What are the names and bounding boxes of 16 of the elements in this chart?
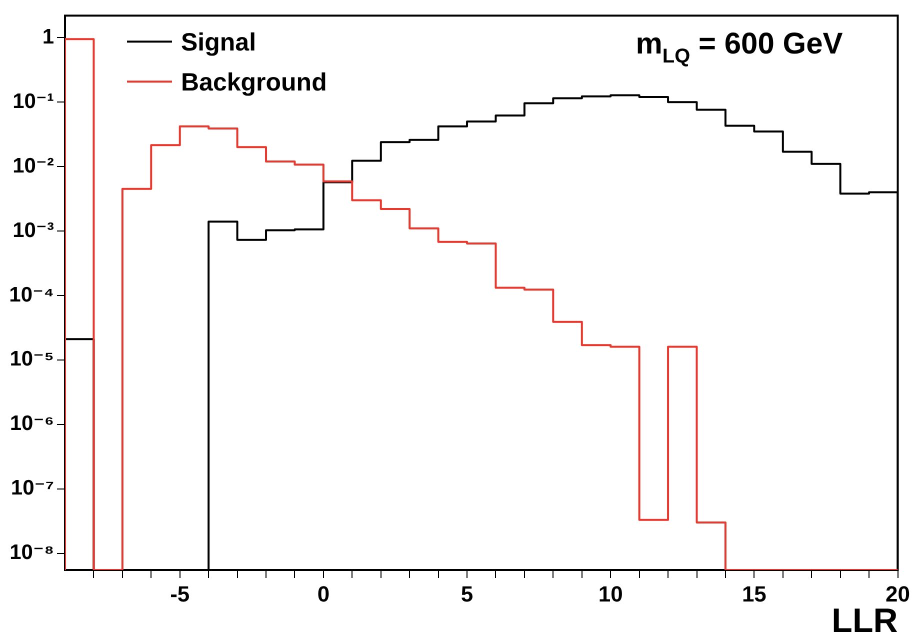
legend-label: Signal <box>181 28 256 57</box>
y-tick-label: 10⁻⁴ <box>9 283 54 306</box>
y-tick-label: 10⁻² <box>12 154 54 178</box>
y-tick-label: 10⁻⁶ <box>10 412 54 436</box>
y-tick-label: 10⁻⁷ <box>10 476 54 500</box>
x-tick-label: 0 <box>317 581 330 606</box>
y-tick-label: 10⁻³ <box>12 218 54 242</box>
y-tick-label: 1 <box>42 25 54 48</box>
y-tick-label: 10⁻¹ <box>12 90 54 113</box>
x-tick-label: -5 <box>170 581 190 606</box>
legend-label: Background <box>181 68 327 97</box>
y-tick-label: 10⁻⁵ <box>10 348 54 371</box>
x-tick-label: 15 <box>742 581 766 606</box>
x-tick-label: 10 <box>598 581 623 606</box>
y-tick-label: 10⁻⁸ <box>10 541 54 564</box>
x-tick-label: 5 <box>460 581 474 606</box>
